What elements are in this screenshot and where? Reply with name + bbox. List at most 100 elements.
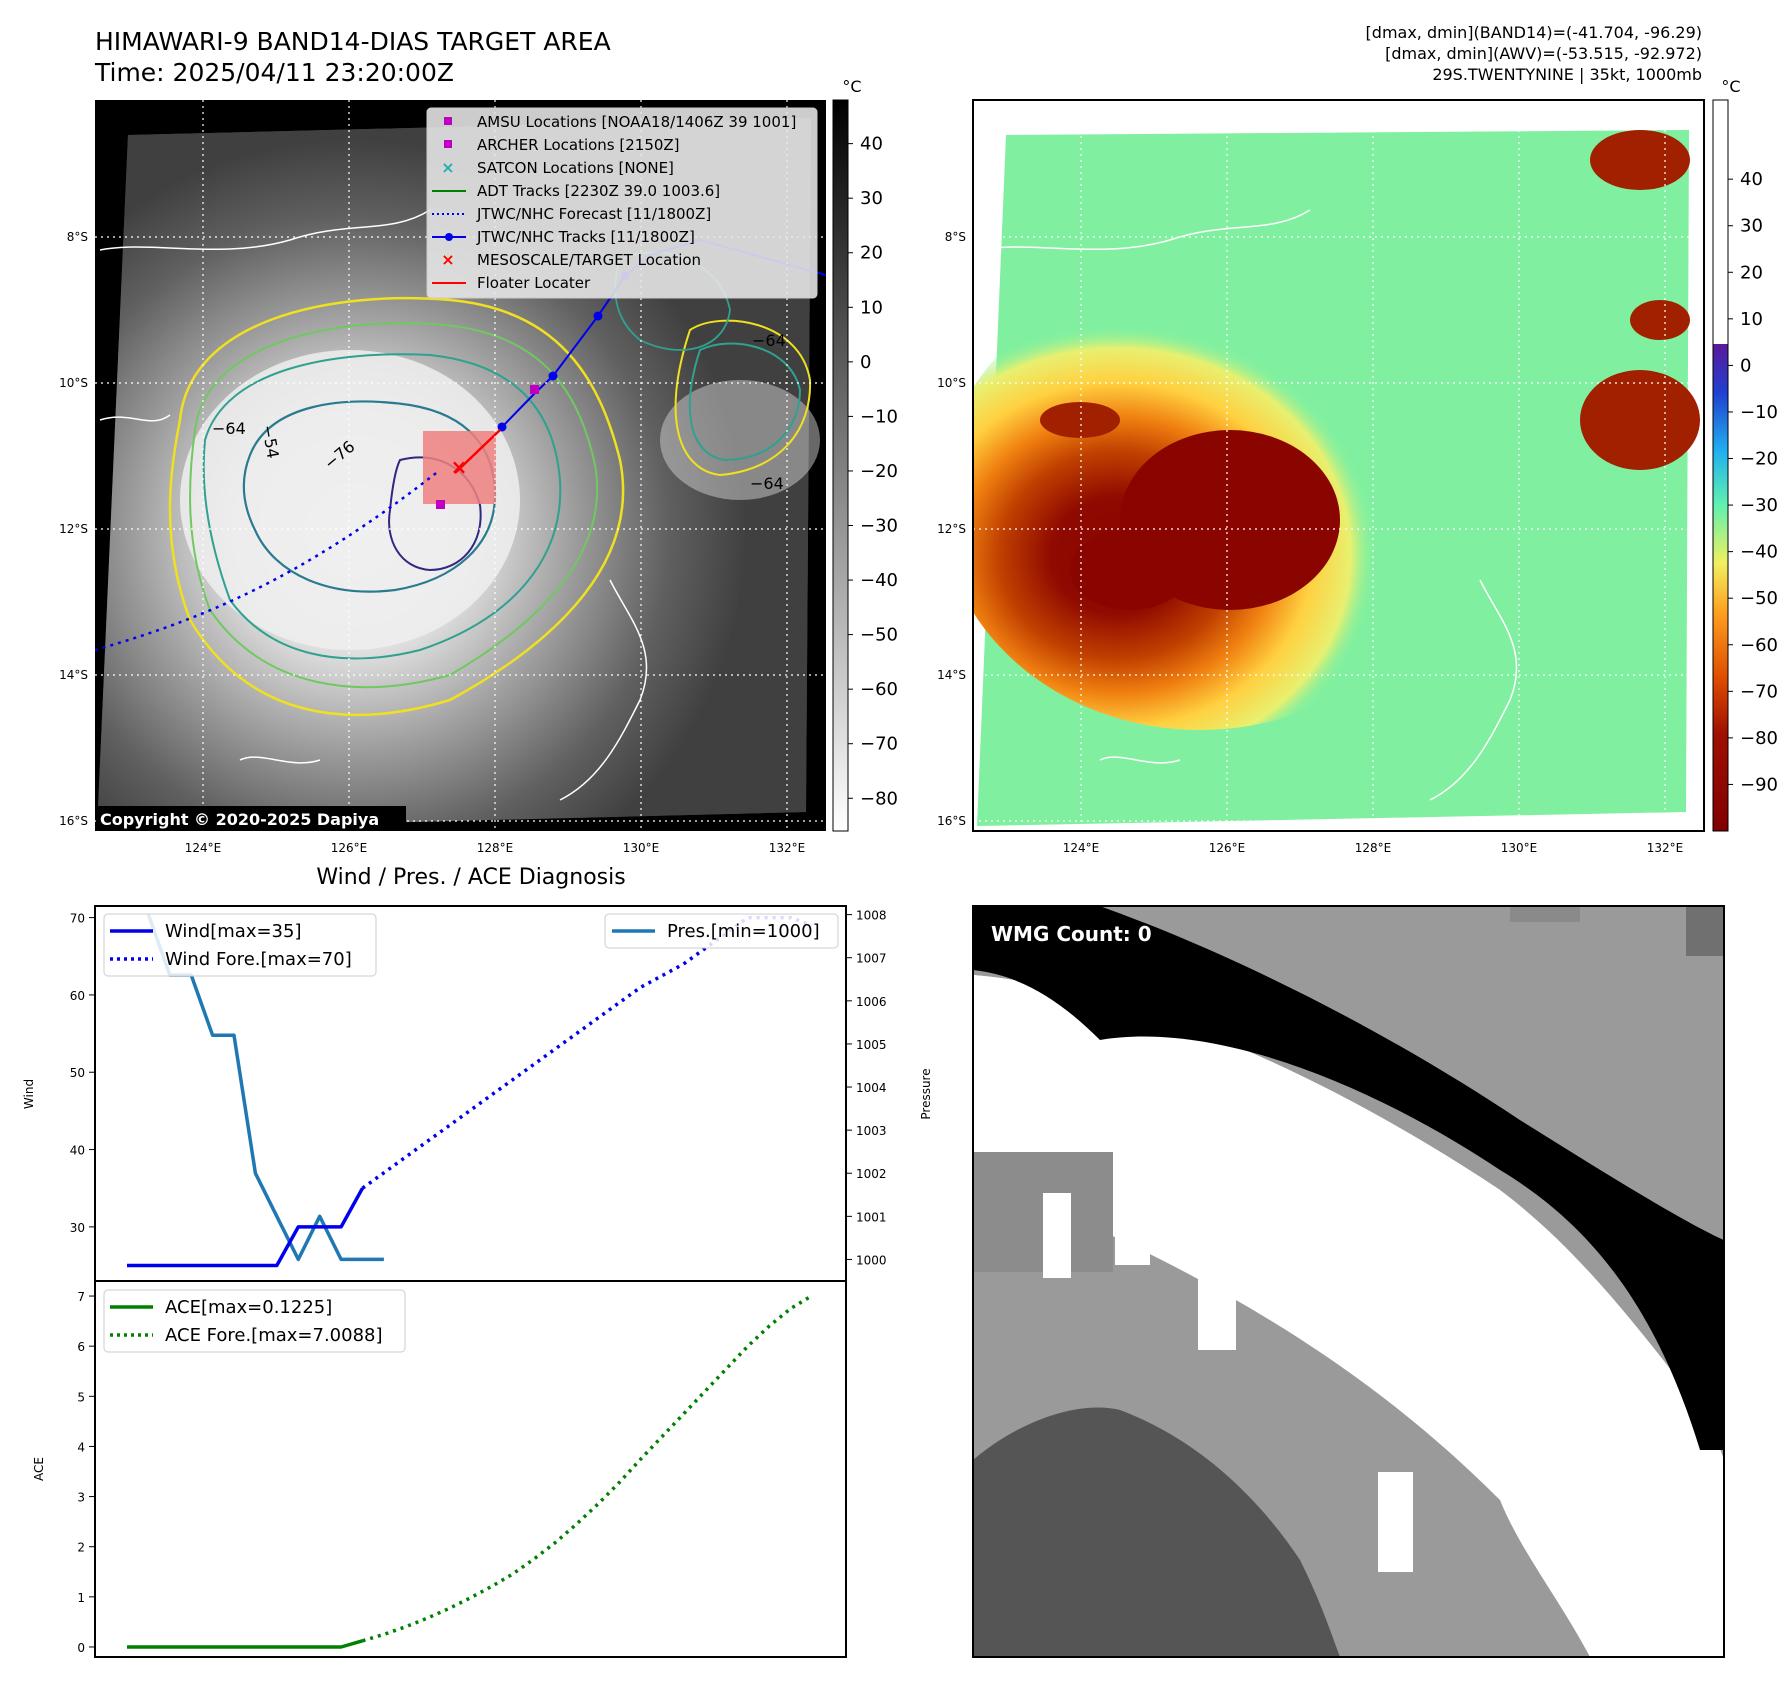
awv-colorbar: °C 40 30 20 10 0 −10 −20 −30 −40 −50 −60 −70 −80 −90 (1712, 77, 1778, 832)
cb-tick-label: −50 (1740, 588, 1778, 609)
svg-text:128°E: 128°E (477, 841, 514, 855)
svg-text:°C: °C (1721, 77, 1740, 96)
cb-tick-label: 30 (1740, 216, 1763, 237)
cb-tick-label: −40 (1740, 542, 1778, 563)
ace-forecast-line (361, 1294, 813, 1643)
svg-text:14°S: 14°S (937, 668, 966, 682)
axis-tick-label: 1008 (856, 909, 887, 923)
wind-forecast-line (361, 915, 813, 1190)
axis-tick-label: 1006 (856, 995, 887, 1009)
ir-legend: AMSU Locations [NOAA18/1406Z 39 1001] AR… (426, 107, 818, 299)
awv-range: [dmax, dmin](AWV)=(-53.515, -92.972) (1385, 44, 1702, 63)
diag-panel: Wind / Pres. / ACE Diagnosis Wind Pressu… (22, 865, 933, 1658)
svg-text:124°E: 124°E (1063, 841, 1100, 855)
ir-lat-labels: 8°S 10°S 12°S 14°S 16°S (59, 230, 88, 828)
cb-tick-label: 20 (1740, 262, 1763, 283)
cb-tick-label: −80 (1740, 728, 1778, 749)
wmg-count-label: WMG Count: 0 (991, 922, 1152, 946)
amsu-marker (436, 500, 445, 509)
axis-tick-label: 5 (77, 1390, 85, 1404)
axis-tick-label: 1004 (856, 1081, 887, 1095)
ace-line (127, 1639, 363, 1649)
svg-text:16°S: 16°S (937, 814, 966, 828)
cb-tick-label: 40 (860, 134, 883, 155)
ace-axes (94, 1280, 847, 1658)
axis-tick-label: 1005 (856, 1038, 887, 1052)
cb-tick-label: 10 (860, 297, 883, 318)
axis-tick-label: 1003 (856, 1124, 887, 1138)
svg-text:14°S: 14°S (59, 668, 88, 682)
legend-floater: Floater Locater (477, 274, 591, 292)
cb-tick-label: −80 (860, 788, 898, 809)
figure-title: HIMAWARI-9 BAND14-DIAS TARGET AREA (95, 27, 611, 56)
ace-ylabel: ACE (32, 1457, 46, 1481)
ir-panel: × −64 −76 −54 −64 −64 (59, 77, 898, 855)
cb-tick-label: −90 (1740, 774, 1778, 795)
cb-tick-label: −30 (1740, 495, 1778, 516)
wmg-image (973, 906, 1724, 1657)
svg-text:16°S: 16°S (59, 814, 88, 828)
jtwc-forecast-track (95, 469, 441, 652)
cb-tick-label: 40 (1740, 169, 1763, 190)
contour-label: −64 (212, 419, 246, 438)
svg-text:124°E: 124°E (185, 841, 222, 855)
copyright-box (96, 806, 406, 831)
wind-line (127, 1187, 365, 1268)
cb-tick-label: −60 (860, 679, 898, 700)
band14-range: [dmax, dmin](BAND14)=(-41.704, -96.29) (1366, 23, 1702, 42)
svg-text:12°S: 12°S (937, 522, 966, 536)
floater-locater-line (454, 429, 501, 474)
cb-tick-label: −70 (1740, 681, 1778, 702)
ace-legend: ACE[max=0.1225] ACE Fore.[max=7.0088] (103, 1289, 406, 1353)
axis-tick-label: 40 (70, 1144, 85, 1158)
svg-text:10°S: 10°S (937, 376, 966, 390)
cb-tick-label: 30 (860, 188, 883, 209)
legend-target: MESOSCALE/TARGET Location (477, 251, 701, 269)
axis-tick-label: 1002 (856, 1167, 887, 1181)
cb-tick-label: −10 (860, 406, 898, 427)
svg-text:128°E: 128°E (1355, 841, 1392, 855)
cb-tick-label: −40 (860, 570, 898, 591)
legend-adt: ADT Tracks [2230Z 39.0 1003.6] (477, 182, 720, 200)
target-x-marker: × (451, 455, 468, 479)
axis-tick-label: 2 (77, 1541, 85, 1555)
legend-ace-fore: ACE Fore.[max=7.0088] (165, 1325, 383, 1346)
axis-tick-label: 4 (77, 1440, 85, 1454)
legend-wind-fore: Wind Fore.[max=70] (165, 949, 352, 970)
axis-tick-label: 30 (70, 1221, 85, 1235)
legend-wind: Wind[max=35] (165, 921, 302, 942)
cb-tick-label: −10 (1740, 402, 1778, 423)
pres-legend: Pres.[min=1000] (604, 913, 839, 949)
ace-ticks: 0 1 2 3 4 5 6 7 (77, 1290, 95, 1655)
cb-tick-label: −20 (860, 461, 898, 482)
awv-lon-labels: 124°E 126°E 128°E 130°E 132°E (1063, 841, 1684, 855)
legend-jtwc-tracks: JTWC/NHC Tracks [11/1800Z] (476, 228, 695, 246)
svg-text:130°E: 130°E (1501, 841, 1538, 855)
svg-text:132°E: 132°E (769, 841, 806, 855)
wind-ylabel: Wind (22, 1079, 36, 1109)
legend-satcon: SATCON Locations [NONE] (477, 159, 674, 177)
axis-tick-label: 0 (77, 1641, 85, 1655)
cb-tick-label: −30 (860, 516, 898, 537)
axis-tick-label: 3 (77, 1491, 85, 1505)
copyright-text: Copyright © 2020-2025 Dapiya (100, 810, 379, 829)
svg-text:×: × (441, 250, 454, 269)
cb-tick-label: 10 (1740, 309, 1763, 330)
contour-label: −64 (750, 474, 784, 493)
svg-text:126°E: 126°E (1209, 841, 1246, 855)
axis-tick-label: 60 (70, 989, 85, 1003)
svg-text:132°E: 132°E (1647, 841, 1684, 855)
figure-time: Time: 2025/04/11 23:20:00Z (94, 58, 454, 87)
axis-tick-label: 50 (70, 1066, 85, 1080)
archer-marker (530, 385, 539, 394)
svg-text:×: × (441, 158, 454, 177)
legend-archer: ARCHER Locations [2150Z] (477, 136, 680, 154)
awv-image (973, 100, 1704, 831)
svg-text:126°E: 126°E (331, 841, 368, 855)
pres-ylabel: Pressure (919, 1068, 933, 1119)
svg-text:8°S: 8°S (945, 230, 966, 244)
wind-ticks: 30 40 50 60 70 (70, 912, 95, 1235)
axis-tick-label: 1 (77, 1591, 85, 1605)
axis-tick-label: 1001 (856, 1210, 887, 1224)
